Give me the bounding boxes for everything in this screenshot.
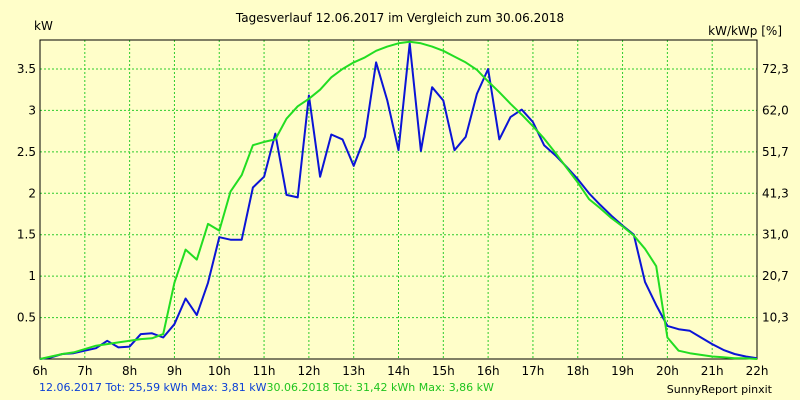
- y-tick-label-right: 41,3: [762, 186, 789, 200]
- x-tick-label: 22h: [746, 364, 769, 378]
- y-tick-label-left: 2.5: [17, 145, 36, 159]
- y-tick-label-right: 72,3: [762, 62, 789, 76]
- y-axis-right-label: kW/kWp [%]: [708, 24, 782, 38]
- y-tick-label-right: 51,7: [762, 145, 789, 159]
- credit-text: SunnyReport pinxit: [666, 383, 772, 396]
- chart-title: Tagesverlauf 12.06.2017 im Vergleich zum…: [235, 11, 565, 25]
- x-tick-label: 9h: [167, 364, 182, 378]
- x-tick-label: 8h: [122, 364, 137, 378]
- y-axis-left-label: kW: [34, 19, 53, 33]
- y-tick-label-left: 3.5: [17, 62, 36, 76]
- series-line-2: [39, 40, 758, 360]
- x-tick-label: 13h: [342, 364, 365, 378]
- x-tick-label: 12h: [297, 364, 320, 378]
- x-tick-label: 14h: [387, 364, 410, 378]
- y-tick-label-right: 20,7: [762, 269, 789, 283]
- x-tick-label: 6h: [32, 364, 47, 378]
- y-tick-label-left: 0.5: [17, 311, 36, 325]
- x-tick-label: 20h: [656, 364, 679, 378]
- y-tick-label-left: 3: [28, 103, 36, 117]
- x-tick-label: 11h: [253, 364, 276, 378]
- x-tick-label: 16h: [477, 364, 500, 378]
- x-tick-label: 21h: [701, 364, 724, 378]
- x-tick-label: 19h: [611, 364, 634, 378]
- y-tick-label-left: 1: [28, 269, 36, 283]
- legend-series-1: 12.06.2017 Tot: 25,59 kWh Max: 3,81 kW: [39, 381, 267, 394]
- x-tick-label: 17h: [522, 364, 545, 378]
- y-tick-label-right: 31,0: [762, 228, 789, 242]
- y-tick-label-left: 1.5: [17, 228, 36, 242]
- plot-frame: [39, 39, 758, 360]
- y-tick-label-left: 2: [28, 186, 36, 200]
- x-tick-label: 15h: [432, 364, 455, 378]
- legend-footer: 12.06.2017 Tot: 25,59 kWh Max: 3,81 kW30…: [39, 381, 494, 395]
- x-tick-label: 7h: [77, 364, 92, 378]
- x-tick-label: 10h: [208, 364, 231, 378]
- legend-series-2: 30.06.2018 Tot: 31,42 kWh Max: 3,86 kW: [266, 381, 494, 394]
- x-tick-label: 18h: [566, 364, 589, 378]
- y-tick-label-right: 10,3: [762, 311, 789, 325]
- y-tick-label-right: 62,0: [762, 103, 789, 117]
